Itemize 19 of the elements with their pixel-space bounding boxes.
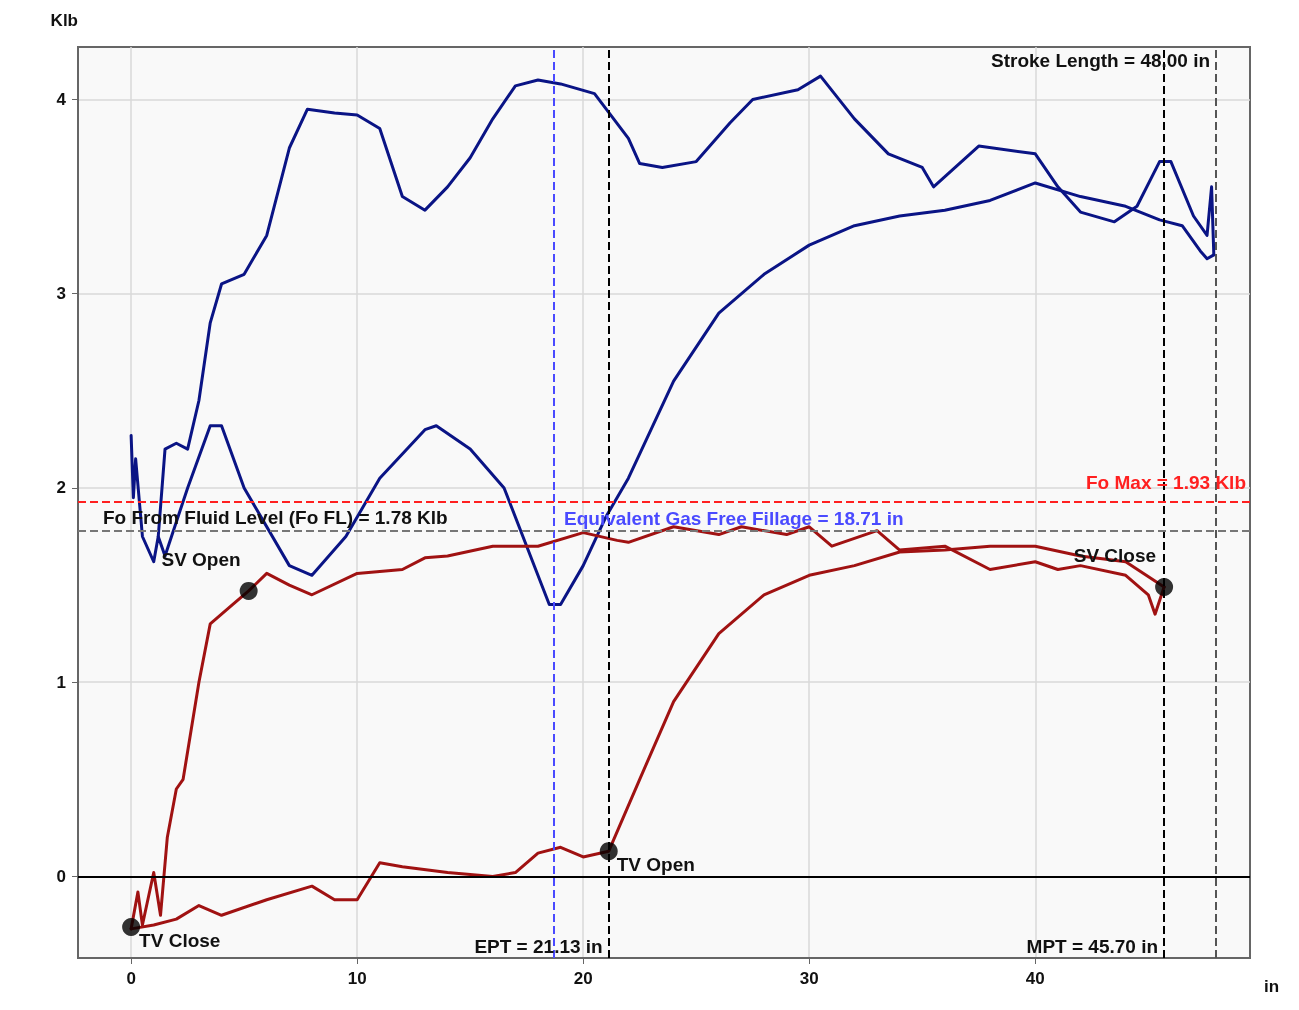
x-tick-label: 40 (1025, 969, 1045, 988)
ref-line-label: Fo Max = 1.93 Klb (1086, 471, 1246, 493)
y-tick-label: 4 (56, 89, 67, 109)
annotation: TV Open (616, 854, 695, 876)
x-tick-label: 0 (126, 969, 136, 988)
ref-line-label: EPT = 21.13 in (474, 936, 603, 957)
x-tick-label: 10 (347, 969, 367, 988)
ref-line-label: Stroke Length = 48.00 in (991, 50, 1211, 71)
y-tick-label: 3 (56, 284, 66, 304)
ref-line-label: MPT = 45.70 in (1026, 936, 1159, 957)
y-tick-label: 2 (56, 478, 66, 498)
y-axis-title: Klb (50, 11, 78, 30)
y-tick-label: 0 (56, 866, 66, 886)
annotation: TV Close (139, 929, 221, 951)
y-tick-label: 1 (56, 672, 66, 692)
x-tick-label: 30 (799, 969, 819, 988)
x-tick-label: 20 (573, 969, 593, 988)
annotation: SV Open (161, 548, 241, 570)
x-axis-title: in (1264, 977, 1280, 996)
